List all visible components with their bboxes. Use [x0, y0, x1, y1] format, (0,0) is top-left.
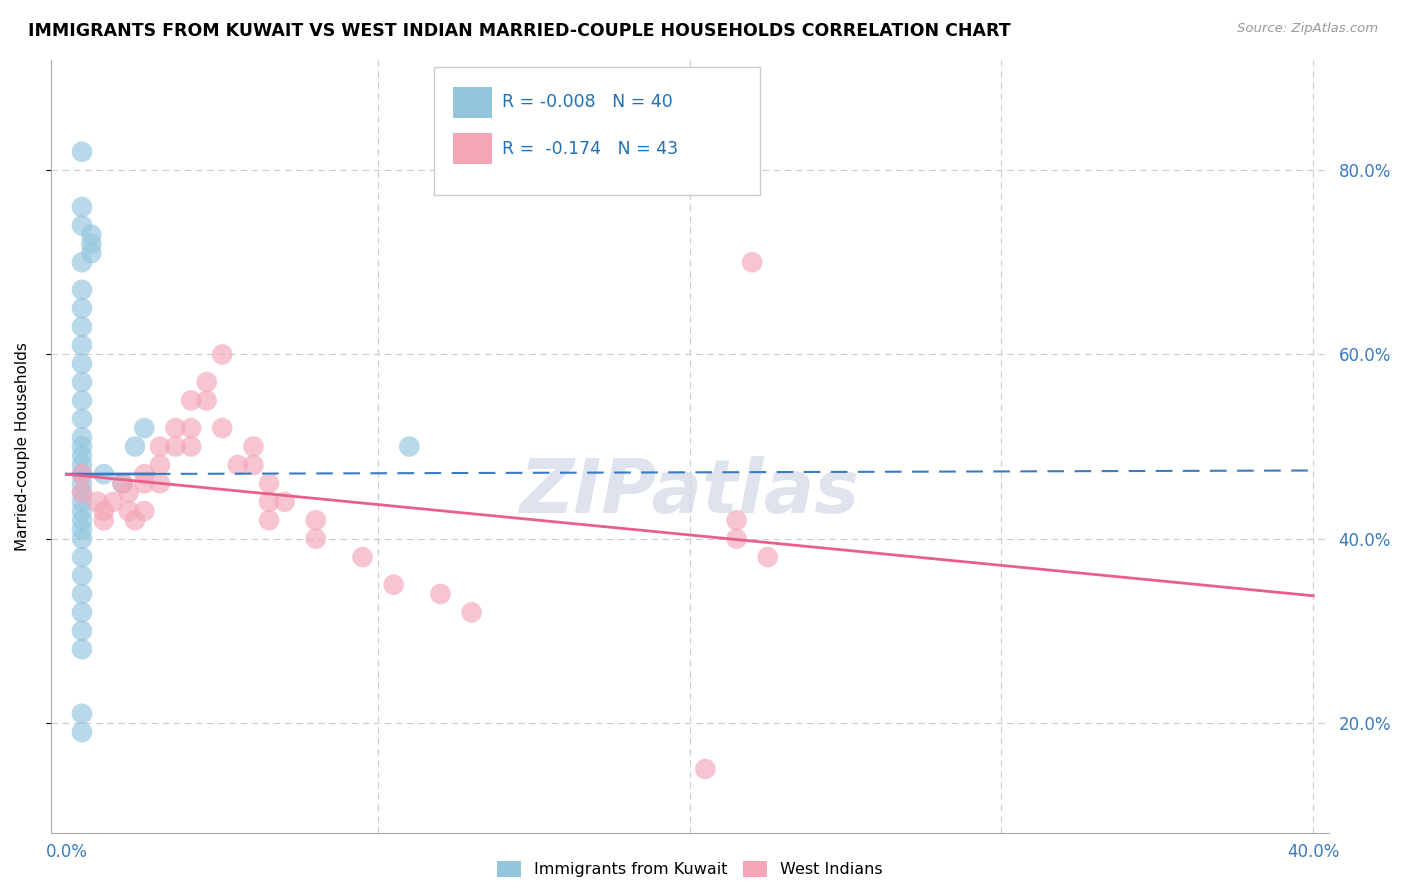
FancyBboxPatch shape	[434, 67, 761, 195]
Point	[305, 532, 328, 546]
Point	[165, 421, 187, 435]
Point	[70, 200, 93, 214]
Point	[93, 504, 115, 518]
Point	[195, 375, 218, 389]
Point	[80, 246, 103, 260]
Point	[70, 145, 93, 159]
Point	[725, 532, 748, 546]
Point	[70, 485, 93, 500]
Point	[382, 578, 405, 592]
Point	[70, 338, 93, 352]
Point	[70, 283, 93, 297]
Point	[741, 255, 763, 269]
Point	[70, 301, 93, 316]
Point	[134, 421, 156, 435]
Point	[70, 550, 93, 565]
Point	[134, 476, 156, 491]
Point	[134, 504, 156, 518]
Point	[93, 467, 115, 482]
Point	[111, 476, 134, 491]
Text: R = -0.008   N = 40: R = -0.008 N = 40	[502, 93, 672, 112]
Point	[70, 485, 93, 500]
Point	[118, 504, 141, 518]
Point	[211, 421, 233, 435]
Point	[149, 458, 172, 472]
Point	[70, 440, 93, 454]
Point	[257, 495, 280, 509]
Point	[695, 762, 717, 776]
Point	[70, 606, 93, 620]
Point	[70, 624, 93, 638]
Point	[134, 467, 156, 482]
Point	[118, 485, 141, 500]
Point	[398, 440, 420, 454]
Bar	[453, 87, 492, 118]
Point	[165, 440, 187, 454]
Point	[80, 227, 103, 242]
Legend: Immigrants from Kuwait, West Indians: Immigrants from Kuwait, West Indians	[491, 855, 889, 884]
Point	[149, 440, 172, 454]
Point	[70, 495, 93, 509]
Point	[180, 421, 202, 435]
Point	[70, 587, 93, 601]
Point	[70, 255, 93, 269]
Point	[70, 319, 93, 334]
Point	[70, 725, 93, 739]
Point	[429, 587, 451, 601]
Point	[70, 532, 93, 546]
Point	[180, 393, 202, 408]
Point	[101, 495, 124, 509]
Point	[111, 476, 134, 491]
Point	[70, 476, 93, 491]
Point	[70, 393, 93, 408]
Point	[352, 550, 374, 565]
Point	[273, 495, 295, 509]
Point	[226, 458, 249, 472]
Text: IMMIGRANTS FROM KUWAIT VS WEST INDIAN MARRIED-COUPLE HOUSEHOLDS CORRELATION CHAR: IMMIGRANTS FROM KUWAIT VS WEST INDIAN MA…	[28, 22, 1011, 40]
Point	[70, 706, 93, 721]
Point	[70, 523, 93, 537]
Text: Source: ZipAtlas.com: Source: ZipAtlas.com	[1237, 22, 1378, 36]
Y-axis label: Married-couple Households: Married-couple Households	[15, 343, 30, 551]
Point	[70, 467, 93, 482]
Point	[180, 440, 202, 454]
Point	[70, 430, 93, 444]
Point	[70, 504, 93, 518]
Point	[305, 513, 328, 527]
Point	[725, 513, 748, 527]
Point	[70, 357, 93, 371]
Point	[242, 440, 264, 454]
Point	[93, 513, 115, 527]
Point	[756, 550, 779, 565]
Bar	[453, 133, 492, 164]
Point	[70, 219, 93, 233]
Point	[242, 458, 264, 472]
Point	[70, 513, 93, 527]
Point	[124, 513, 146, 527]
Text: ZIPatlas: ZIPatlas	[520, 457, 860, 530]
Point	[70, 458, 93, 472]
Point	[257, 476, 280, 491]
Point	[86, 495, 108, 509]
Point	[80, 236, 103, 251]
Point	[70, 642, 93, 657]
Text: R =  -0.174   N = 43: R = -0.174 N = 43	[502, 139, 678, 158]
Point	[70, 467, 93, 482]
Point	[460, 606, 482, 620]
Point	[195, 393, 218, 408]
Point	[70, 375, 93, 389]
Point	[70, 568, 93, 582]
Point	[211, 347, 233, 361]
Point	[149, 476, 172, 491]
Point	[70, 449, 93, 463]
Point	[257, 513, 280, 527]
Point	[124, 440, 146, 454]
Point	[70, 412, 93, 426]
